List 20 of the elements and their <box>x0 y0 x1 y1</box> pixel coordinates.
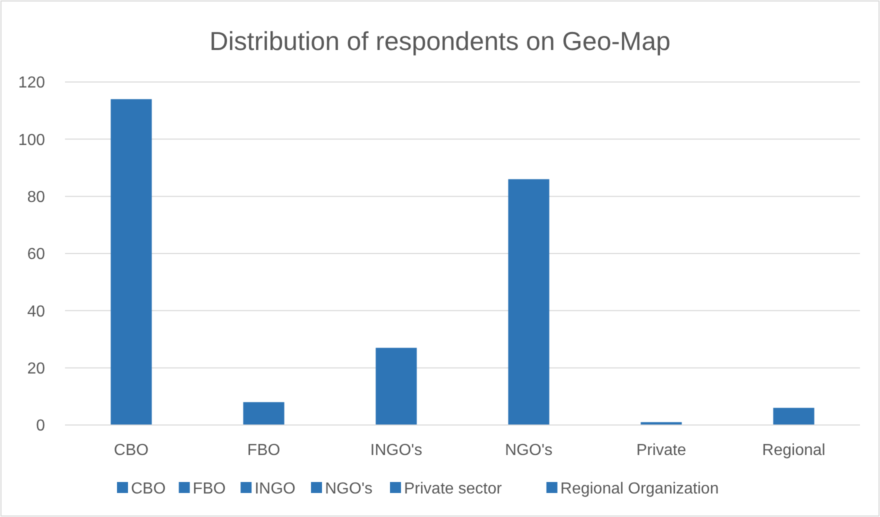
x-tick-label: NGO's <box>505 442 552 459</box>
legend-label: Private sector <box>404 480 502 498</box>
y-tick-label: 0 <box>36 418 46 435</box>
y-tick-label: 20 <box>27 360 46 378</box>
y-tick-label: 120 <box>18 74 46 92</box>
chart-title: Distribution of respondents on Geo-Map <box>209 26 671 56</box>
x-tick-label: Regional <box>762 442 826 459</box>
legend-label: INGO <box>254 480 296 498</box>
legend-label: CBO <box>131 480 166 498</box>
legend-label: Regional Organization <box>560 480 719 498</box>
x-tick-label: FBO <box>247 442 280 459</box>
y-tick-label: 100 <box>18 132 46 149</box>
x-tick-label: Private <box>636 442 686 459</box>
y-tick-label: 80 <box>27 188 46 206</box>
x-tick-label: CBO <box>114 442 149 459</box>
y-tick-label: 40 <box>27 303 46 320</box>
x-tick-label: INGO's <box>370 442 422 459</box>
y-tick-label: 60 <box>27 246 46 264</box>
legend-label: FBO <box>192 480 226 498</box>
legend-label: NGO's <box>325 480 372 498</box>
